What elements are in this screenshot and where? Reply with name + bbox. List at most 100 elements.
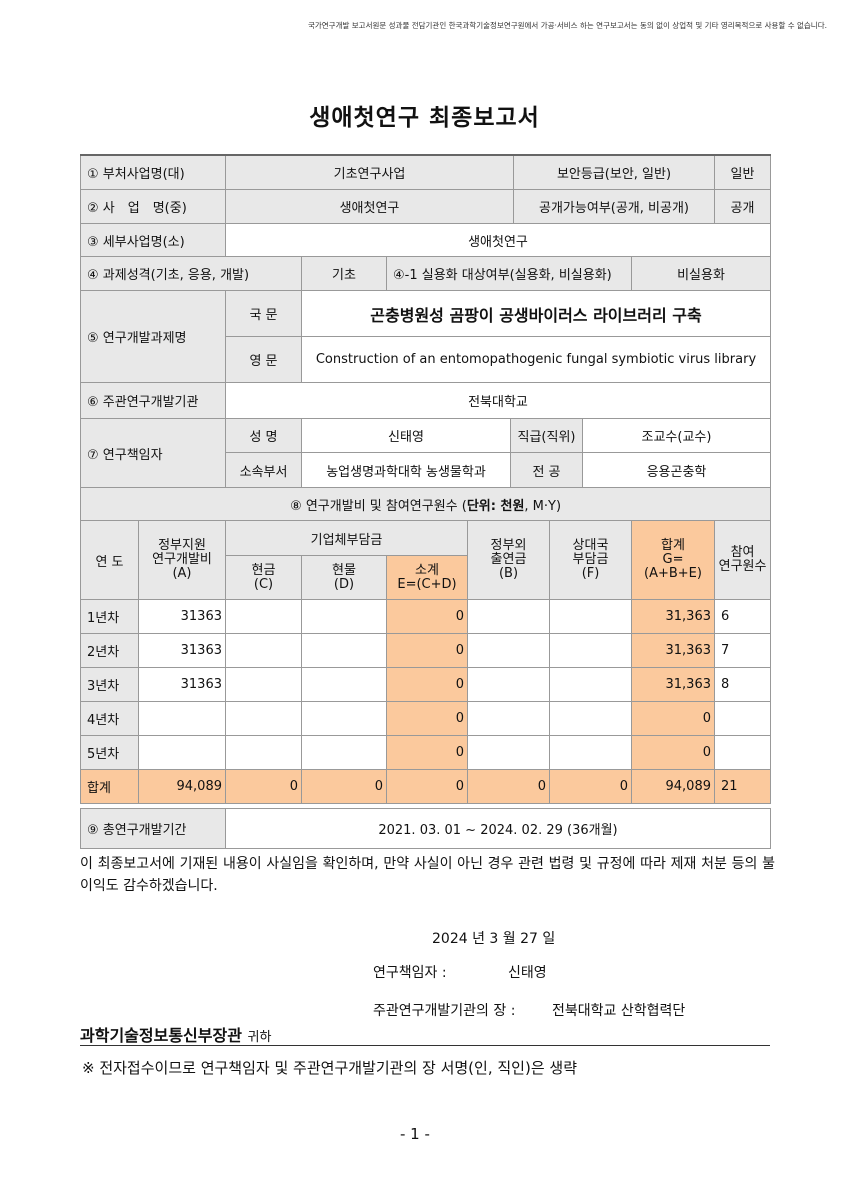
pi-name: 신태영 [508, 965, 547, 981]
label: 영 문 [225, 336, 302, 383]
cell-sub: 0 [386, 701, 468, 736]
cell-people [713, 701, 772, 736]
header-partner: 상대국 부담금 (F) [549, 520, 632, 600]
cell-gov: 31363 [138, 667, 226, 702]
cell-nongov [467, 667, 550, 702]
report-date: 2024 년 3 월 27 일 [432, 931, 556, 947]
budget-title: ⑧ 연구개발비 및 참여연구원수 (단위: 천원, M·Y) [79, 487, 772, 521]
label: 소속부서 [225, 452, 302, 488]
cell-people: 21 [713, 769, 772, 804]
label: ⑥ 주관연구개발기관 [80, 382, 226, 419]
header-corp: 기업체부담금 [225, 520, 468, 556]
cell-year: 5년차 [80, 735, 139, 770]
cell-kind [301, 633, 387, 668]
value: 기초연구사업 [225, 154, 514, 190]
cell-nongov: 0 [467, 769, 550, 804]
label: ② 사 업 명(중) [80, 188, 226, 224]
project-title-table: ⑤ 연구개발과제명 국 문 곤충병원성 곰팡이 공생바이러스 라이브러리 구축 영 … [80, 290, 771, 383]
page-number: - 1 - [400, 1125, 430, 1143]
title-english: Construction of an entomopathogenic fung… [301, 336, 771, 383]
cell-partner [549, 667, 632, 702]
cell-nongov [467, 599, 550, 634]
cell-gov [138, 735, 226, 770]
header-nongov: 정부외 출연금 (B) [467, 520, 550, 600]
label: 전 공 [510, 452, 583, 488]
label: ① 부처사업명(대) [80, 154, 226, 190]
cell-sub: 0 [386, 735, 468, 770]
cell-cash: 0 [225, 769, 302, 804]
page-title: 생애첫연구 최종보고서 [309, 105, 540, 131]
head-label: 주관연구개발기관의 장 : [373, 1003, 516, 1019]
cell-total: 0 [631, 735, 715, 770]
cell-people [713, 735, 772, 770]
header-kind: 현물 (D) [301, 555, 387, 600]
cell-gov [138, 701, 226, 736]
program-info-table: ① 부처사업명(대) 기초연구사업 보안등급(보안, 일반) 일반 ② 사 업 명(중… [80, 154, 771, 258]
value: 농업생명과학대학 농생물학과 [301, 452, 511, 488]
cell-sub: 0 [386, 599, 468, 634]
cell-partner: 0 [549, 769, 632, 804]
header-sub: 소계 E=(C+D) [386, 555, 468, 600]
cell-total: 94,089 [631, 769, 715, 804]
table-row: 1년차 31363 0 31,363 6 [80, 599, 772, 634]
header-year: 연 도 [80, 520, 139, 600]
label: ④-1 실용화 대상여부(실용화, 비실용화) [386, 256, 632, 291]
value: 응용곤충학 [582, 452, 771, 488]
label: 보안등급(보안, 일반) [513, 154, 715, 190]
cell-kind [301, 599, 387, 634]
cell-gov: 94,089 [138, 769, 226, 804]
cell-gov: 31363 [138, 633, 226, 668]
divider [80, 1045, 770, 1046]
project-type-table: ④ 과제성격(기초, 응용, 개발) 기초 ④-1 실용화 대상여부(실용화, 비실… [80, 256, 771, 291]
value: 조교수(교수) [582, 418, 771, 453]
label: ⑦ 연구책임자 [80, 418, 226, 488]
cell-partner [549, 633, 632, 668]
cell-year: 3년차 [80, 667, 139, 702]
recipient: 과학기술정보통신부장관 귀하 [80, 1026, 272, 1045]
cell-partner [549, 701, 632, 736]
value: 공개 [714, 188, 771, 224]
cell-total: 31,363 [631, 633, 715, 668]
period-table: ⑨ 총연구개발기간 2021. 03. 01 ~ 2024. 02. 29 (36… [80, 808, 771, 849]
value: 비실용화 [631, 256, 771, 291]
cell-total: 0 [631, 701, 715, 736]
total-row: 합계 94,089 0 0 0 0 0 94,089 21 [80, 769, 772, 804]
value: 일반 [714, 154, 771, 190]
footnote: ※ 전자접수이므로 연구책임자 및 주관연구개발기관의 장 서명(인, 직인)은… [82, 1059, 577, 1077]
cell-sub: 0 [386, 769, 468, 804]
value: 전북대학교 [225, 382, 771, 419]
value: 2021. 03. 01 ~ 2024. 02. 29 (36개월) [225, 808, 771, 849]
cell-partner [549, 599, 632, 634]
header-gov: 정부지원 연구개발비 (A) [138, 520, 226, 600]
cell-nongov [467, 701, 550, 736]
cell-nongov [467, 633, 550, 668]
label: ⑨ 총연구개발기간 [80, 808, 226, 849]
statement: 이 최종보고서에 기재된 내용이 사실임을 확인하며, 만약 사실이 아닌 경우… [80, 856, 775, 894]
value: 기초 [301, 256, 387, 291]
table-row: 4년차 0 0 [80, 701, 772, 736]
cell-year: 2년차 [80, 633, 139, 668]
cell-people: 6 [713, 599, 772, 634]
label: ⑤ 연구개발과제명 [80, 290, 226, 383]
cell-people: 8 [713, 667, 772, 702]
title-korean: 곤충병원성 곰팡이 공생바이러스 라이브러리 구축 [301, 290, 771, 337]
cell-kind [301, 701, 387, 736]
pi-table: ⑦ 연구책임자 성 명 신태영 직급(직위) 조교수(교수) 소속부서 농업생명과학대학 … [80, 418, 771, 488]
cell-total: 31,363 [631, 667, 715, 702]
header-people: 참여 연구원수 [713, 520, 772, 600]
cell-total: 31,363 [631, 599, 715, 634]
cell-nongov [467, 735, 550, 770]
label: ③ 세부사업명(소) [80, 222, 226, 258]
cell-year: 4년차 [80, 701, 139, 736]
cell-sub: 0 [386, 633, 468, 668]
cell-gov: 31363 [138, 599, 226, 634]
table-row: 5년차 0 0 [80, 735, 772, 770]
label: 국 문 [225, 290, 302, 337]
institution-table: ⑥ 주관연구개발기관 전북대학교 [80, 382, 771, 419]
header-total: 합계 G=(A+B+E) [631, 520, 715, 600]
pi-label: 연구책임자 : [373, 965, 447, 981]
cell-cash [225, 701, 302, 736]
cell-people: 7 [713, 633, 772, 668]
cell-cash [225, 667, 302, 702]
